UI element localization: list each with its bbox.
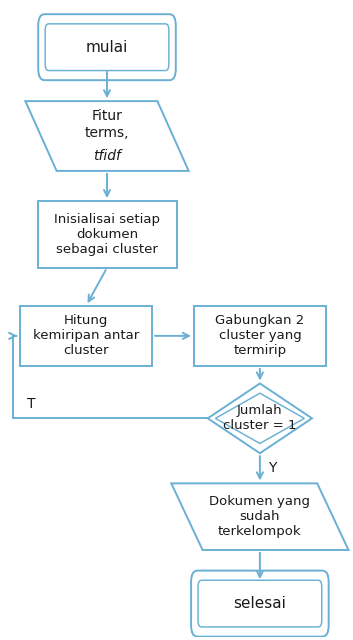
FancyBboxPatch shape [38,14,176,80]
Text: mulai: mulai [86,40,128,54]
Text: selesai: selesai [233,596,286,611]
Text: Fitur
terms,: Fitur terms, [85,109,129,140]
Text: Jumlah
cluster = 1: Jumlah cluster = 1 [223,404,297,433]
Polygon shape [208,383,312,453]
Text: Hitung
kemiripan antar
cluster: Hitung kemiripan antar cluster [33,314,139,357]
Polygon shape [25,101,189,171]
Text: tfidf: tfidf [93,149,121,163]
Text: Inisialisai setiap
dokumen
sebagai cluster: Inisialisai setiap dokumen sebagai clust… [54,213,160,256]
Polygon shape [171,483,348,550]
Text: T: T [27,397,36,411]
Bar [37,201,176,268]
FancyBboxPatch shape [191,571,329,637]
Bar [194,306,326,366]
Text: Y: Y [269,461,277,476]
Text: Gabungkan 2
cluster yang
termirip: Gabungkan 2 cluster yang termirip [215,314,305,357]
Bar [20,306,152,366]
Text: Dokumen yang
sudah
terkelompok: Dokumen yang sudah terkelompok [209,495,310,538]
